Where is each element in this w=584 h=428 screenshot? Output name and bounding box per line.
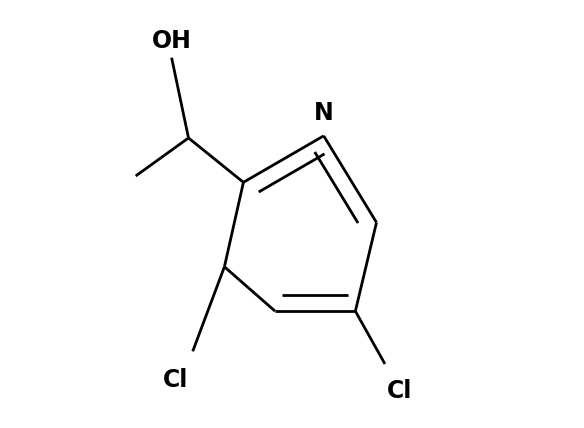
Text: OH: OH bbox=[152, 30, 192, 54]
Text: N: N bbox=[314, 101, 333, 125]
Text: Cl: Cl bbox=[163, 368, 189, 392]
Text: Cl: Cl bbox=[387, 379, 412, 403]
